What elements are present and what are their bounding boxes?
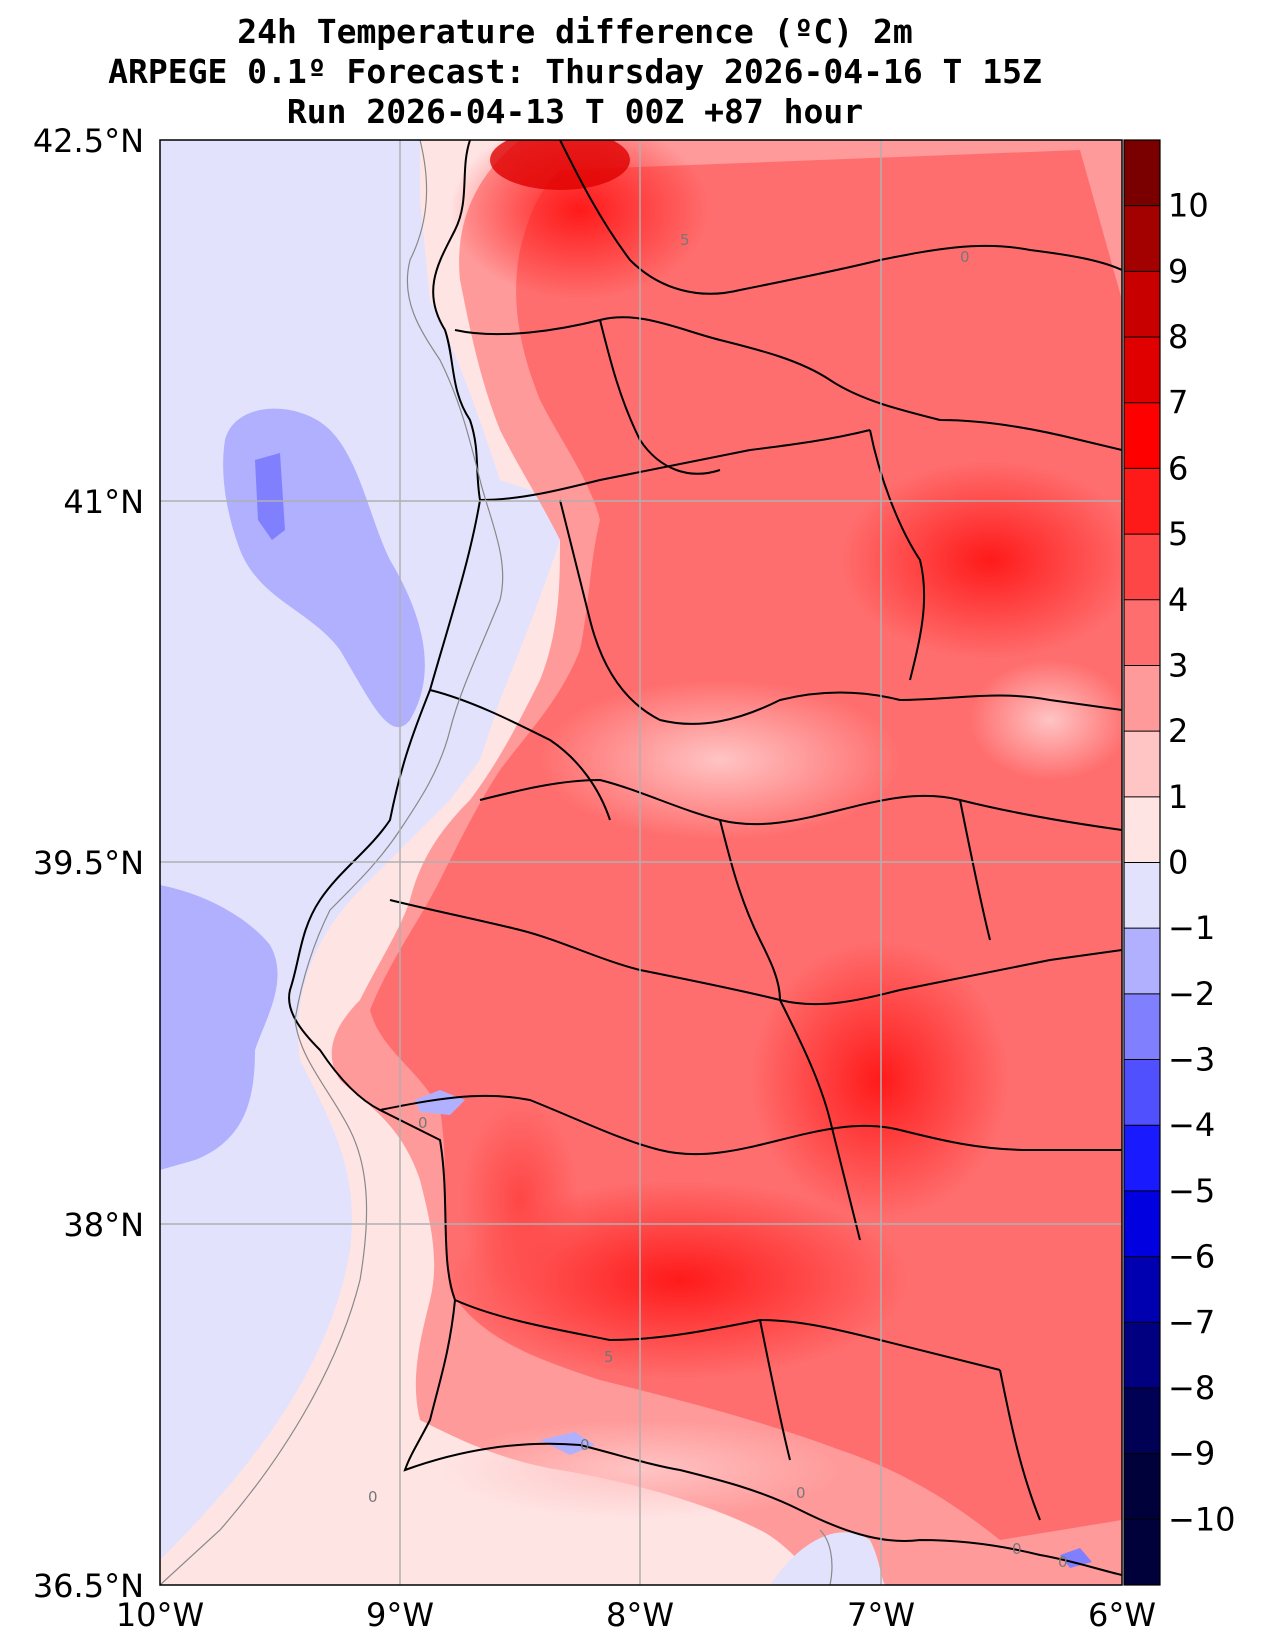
colorbar-segment	[1124, 928, 1160, 995]
colorbar-label: −2	[1168, 975, 1215, 1013]
colorbar-segment	[1124, 271, 1160, 338]
hot-region-center	[750, 940, 1010, 1220]
hot-region-northeast	[840, 460, 1122, 660]
lat-tick-labels: 42.5°N 41°N 39.5°N 38°N 36.5°N	[33, 122, 144, 1605]
colorbar-segment	[1124, 665, 1160, 732]
sea-patch-gulf	[770, 1532, 885, 1585]
contour-label: 0	[1058, 1553, 1068, 1571]
colorbar-label: 5	[1168, 515, 1188, 553]
colorbar-label: 4	[1168, 581, 1188, 619]
contour-label-group: 5 0 0 5 0 0 0 0 0	[368, 231, 1068, 1571]
contour-label: 0	[960, 248, 970, 266]
colorbar-label: −5	[1168, 1172, 1215, 1210]
colorbar-segment	[1124, 402, 1160, 469]
colorbar-label: −1	[1168, 909, 1215, 947]
lon-tick-label: 7°W	[847, 1596, 915, 1634]
cold-patch-southeast	[1060, 1548, 1092, 1568]
hot-region-south-west	[460, 1100, 580, 1300]
lon-tick-label: 8°W	[606, 1596, 674, 1634]
lon-tick-label: 9°W	[366, 1596, 434, 1634]
lat-tick-label: 42.5°N	[33, 122, 144, 160]
colorbar-segment	[1124, 337, 1160, 404]
colorbar-label: −7	[1168, 1303, 1215, 1341]
colorbar-label: 2	[1168, 712, 1188, 750]
colorbar-label: −3	[1168, 1041, 1215, 1079]
coastline	[288, 140, 1122, 1576]
colorbar-segment	[1124, 731, 1160, 798]
contour-label: 5	[604, 1348, 614, 1366]
colorbar-label: −9	[1168, 1435, 1215, 1473]
title-line-3: Run 2026-04-13 T 00Z +87 hour	[286, 92, 864, 131]
colorbar-label: 7	[1168, 384, 1188, 422]
contour-label: 0	[368, 1488, 378, 1506]
colorbar-label: 6	[1168, 449, 1188, 487]
colorbar-label: 0	[1168, 844, 1188, 882]
lon-tick-label: 10°W	[116, 1596, 204, 1634]
colorbar-segment	[1124, 1387, 1160, 1455]
colorbar-segment	[1124, 599, 1160, 666]
colorbar-label: 9	[1168, 252, 1188, 290]
lat-tick-label: 41°N	[63, 483, 144, 521]
colorbar-label: 10	[1168, 187, 1209, 225]
title-line-2: ARPEGE 0.1º Forecast: Thursday 2026-04-1…	[108, 52, 1042, 91]
colorbar-label: 1	[1168, 778, 1188, 816]
colorbar-segment	[1124, 1190, 1160, 1258]
colorbar-label: 3	[1168, 646, 1188, 684]
colorbar-label: 8	[1168, 318, 1188, 356]
gridlines	[160, 140, 1122, 1585]
contour-label: 5	[680, 231, 690, 249]
colorbar-label: −6	[1168, 1238, 1215, 1276]
colorbar-segment	[1124, 1453, 1160, 1520]
contour-label: 0	[796, 1484, 806, 1502]
cold-anomaly-west	[160, 885, 278, 1170]
map-frame	[159, 139, 1123, 1586]
colorbar-segment	[1124, 1322, 1160, 1389]
cold-patch-tagus	[415, 1090, 465, 1115]
lat-tick-label: 38°N	[63, 1206, 144, 1244]
contour-label: 0	[580, 1436, 590, 1454]
title-line-1: 24h Temperature difference (ºC) 2m	[237, 12, 913, 51]
warm-region-mid	[540, 680, 900, 840]
map-area: 5 0 0 5 0 0 0 0 0	[160, 140, 1122, 1585]
colorbar-segment	[1124, 1519, 1160, 1586]
colorbar-segment	[1124, 534, 1160, 601]
colorbar-segment	[1124, 1256, 1160, 1323]
contour-label: 0	[1012, 1540, 1022, 1558]
colorbar-segment	[1124, 862, 1160, 929]
district-borders	[379, 140, 1122, 1521]
lon-tick-label: 6°W	[1088, 1596, 1156, 1634]
lon-tick-labels: 10°W 9°W 8°W 7°W 6°W	[116, 1596, 1156, 1634]
colorbar-segment	[1124, 993, 1160, 1061]
colorbar-segment	[1124, 140, 1160, 207]
warm-region-east	[970, 660, 1122, 780]
lat-tick-label: 36.5°N	[33, 1567, 144, 1605]
colorbar-segment	[1124, 1059, 1160, 1126]
colorbar-label: −4	[1168, 1106, 1215, 1144]
colorbar-segment	[1124, 468, 1160, 535]
cold-anomaly-core	[255, 453, 285, 540]
colorbar-label: −10	[1168, 1500, 1236, 1538]
colorbar-segment	[1124, 796, 1160, 863]
colorbar-label: −8	[1168, 1369, 1215, 1407]
hot-region-north-core	[490, 140, 630, 190]
contour-label: 0	[418, 1114, 428, 1132]
colorbar-segment	[1124, 205, 1160, 272]
lat-tick-label: 39.5°N	[33, 844, 144, 882]
colorbar-segment	[1124, 1125, 1160, 1192]
